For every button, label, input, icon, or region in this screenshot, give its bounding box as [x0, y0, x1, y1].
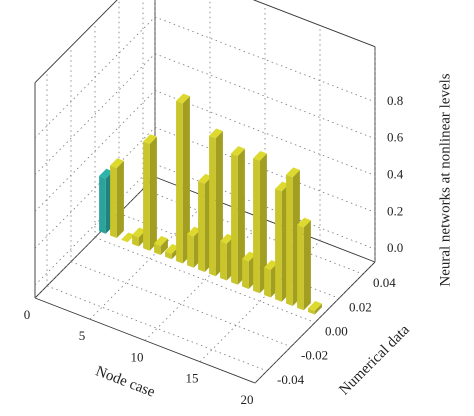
bar-front [132, 234, 139, 247]
bar-top [165, 243, 179, 254]
bar-top [154, 236, 168, 246]
grid-line [89, 197, 211, 320]
bar-top [110, 158, 124, 169]
bar [143, 134, 157, 251]
y-tick-label: 0.04 [373, 275, 396, 290]
bar-front [220, 241, 227, 281]
bar-front [275, 188, 282, 302]
bar-top [220, 233, 234, 244]
bar-top [209, 128, 223, 139]
bar-front [286, 174, 293, 307]
bar-front [242, 258, 249, 290]
bar-front [209, 135, 216, 277]
bar-top [297, 217, 311, 228]
x-axis-title: Node case [93, 363, 157, 400]
bar-top [121, 232, 135, 243]
z-tick-label: 0.8 [387, 93, 403, 108]
grid-line [199, 240, 321, 363]
z-tick-label: 0.2 [387, 203, 403, 218]
bar-top [143, 134, 157, 145]
bar-top [275, 181, 289, 192]
bar [308, 301, 322, 315]
x-tick-label: 20 [241, 392, 254, 407]
bar-side [215, 131, 223, 277]
bar-top [187, 226, 201, 237]
bar-top [264, 260, 278, 270]
grid-line [34, 53, 156, 176]
x-tick-label: 10 [131, 349, 144, 364]
bar-top [286, 167, 300, 178]
bar-side [303, 220, 311, 311]
bar [110, 158, 124, 239]
bar-front [198, 181, 205, 273]
bar-front [176, 100, 183, 264]
y-tick-label: 0.00 [325, 323, 348, 338]
bar-front [187, 233, 194, 268]
z-tick-label: 0.0 [387, 240, 403, 255]
bar-front [264, 267, 271, 298]
bar [121, 232, 135, 243]
y-tick-label: 0.02 [349, 299, 372, 314]
bar-front [110, 165, 117, 239]
bar-front [297, 224, 304, 311]
bar [176, 93, 190, 264]
bar-top [132, 227, 146, 238]
y-tick-label: -0.02 [301, 348, 328, 363]
grid-line [144, 219, 266, 341]
y-axis-title: Numerical data [336, 322, 413, 399]
bar-front [231, 153, 238, 285]
x-tick-label: 15 [186, 371, 199, 386]
bar-side [237, 148, 245, 285]
bar-side [116, 160, 124, 239]
grid-line [34, 127, 156, 249]
bar [154, 236, 168, 256]
bar-front [308, 308, 315, 315]
bar-top [198, 173, 212, 184]
bar-side [314, 303, 322, 315]
grid-line [34, 163, 156, 286]
bar-top [242, 251, 256, 262]
bar [209, 128, 223, 277]
bar-top [231, 146, 245, 156]
grid-line [34, 16, 156, 139]
z-tick-label: 0.4 [387, 167, 404, 182]
bars [99, 93, 322, 315]
bar-side [259, 153, 267, 294]
bar-side [149, 136, 157, 251]
bar-top [253, 150, 267, 161]
bar-side [182, 96, 190, 264]
bar-front [165, 251, 172, 260]
bar [231, 146, 245, 285]
y-tick-label: -0.04 [277, 372, 305, 387]
bar-top [99, 168, 113, 179]
z-tick-label: 0.6 [387, 130, 404, 145]
bar-top [176, 93, 190, 104]
bar-front [154, 243, 161, 256]
bar-side [160, 238, 168, 256]
grid-line [34, 90, 156, 212]
bar [297, 217, 311, 311]
bar-front [143, 141, 150, 251]
x-tick-label: 0 [24, 307, 31, 322]
bar-front [99, 176, 106, 234]
x-tick-label: 5 [79, 328, 86, 343]
bar [253, 150, 267, 294]
z-axis-title: Neural networks at nonlinear levels [437, 73, 453, 286]
bar-top [308, 301, 322, 311]
bar-front [253, 158, 260, 294]
